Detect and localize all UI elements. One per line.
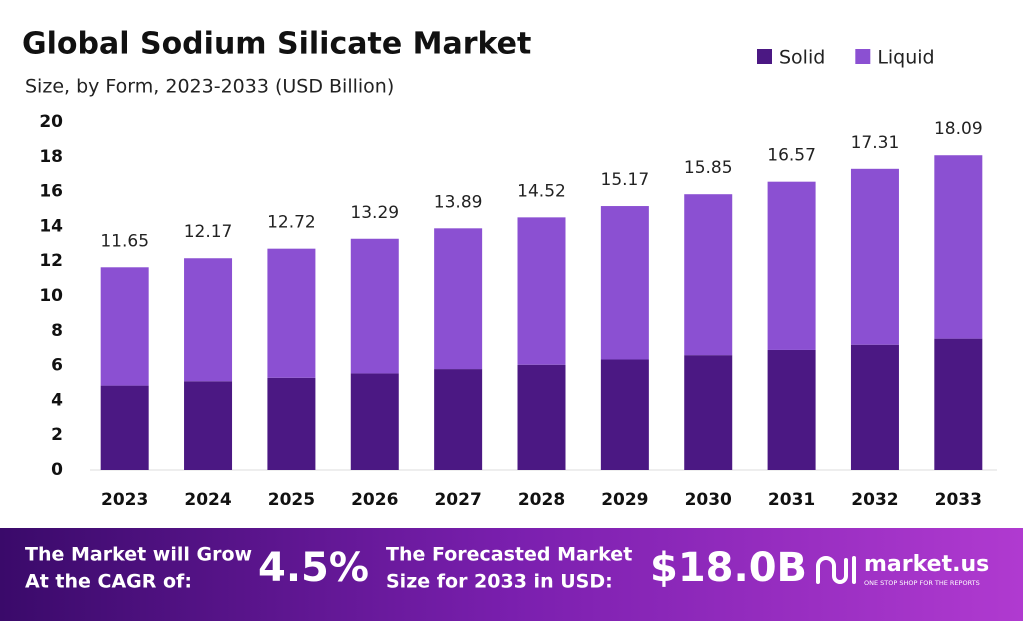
y-tick-label: 20 — [39, 112, 63, 132]
legend-swatch — [855, 49, 871, 64]
total-label: 12.72 — [267, 213, 316, 233]
chart-title: Global Sodium Silicate Market — [22, 27, 531, 62]
bar-segment — [600, 359, 649, 470]
total-label: 15.17 — [601, 170, 650, 190]
y-tick-label: 12 — [39, 251, 63, 271]
y-tick-label: 4 — [51, 390, 63, 410]
bar-segment — [184, 381, 233, 470]
brand-name: market.us — [864, 552, 989, 577]
bar-segment — [934, 338, 983, 470]
footer-text: Size for 2033 in USD: — [386, 571, 613, 593]
bar-segment — [934, 155, 983, 339]
y-tick-label: 8 — [51, 321, 63, 341]
y-tick-label: 2 — [51, 425, 63, 445]
x-tick-label: 2029 — [601, 490, 648, 510]
bar-segment — [184, 258, 233, 382]
legend-swatch — [757, 49, 772, 64]
bar-segment — [850, 344, 899, 470]
chart-subtitle: Size, by Form, 2023-2033 (USD Billion) — [25, 76, 394, 98]
total-label: 13.29 — [350, 203, 399, 223]
x-tick-label: 2031 — [768, 490, 815, 510]
bar-segment — [850, 168, 899, 345]
x-tick-label: 2026 — [351, 490, 398, 510]
x-tick-label: 2030 — [685, 490, 732, 510]
forecast-value: $18.0B — [650, 545, 807, 591]
footer-text: The Forecasted Market — [386, 544, 632, 566]
bar-segment — [767, 181, 816, 350]
footer-text: The Market will Grow — [25, 544, 252, 566]
brand-logo — [816, 556, 856, 584]
total-label: 12.17 — [184, 222, 233, 242]
y-tick-label: 6 — [51, 356, 63, 376]
bar-segment — [350, 238, 399, 374]
legend-label: Liquid — [877, 47, 934, 69]
y-tick-label: 14 — [39, 216, 63, 236]
x-tick-label: 2028 — [518, 490, 565, 510]
total-label: 13.89 — [434, 192, 483, 212]
total-label: 18.09 — [934, 119, 983, 139]
bar-segment — [350, 373, 399, 470]
brand-tagline: ONE STOP SHOP FOR THE REPORTS — [864, 579, 980, 587]
bar-segment — [434, 369, 483, 470]
y-tick-label: 16 — [39, 182, 63, 202]
bar-segment — [267, 377, 316, 470]
cagr-value: 4.5% — [258, 545, 369, 591]
x-tick-label: 2027 — [434, 490, 481, 510]
total-label: 15.85 — [684, 158, 733, 178]
bar-segment — [600, 206, 649, 360]
y-tick-label: 10 — [39, 286, 63, 306]
x-tick-label: 2032 — [851, 490, 898, 510]
bar-segment — [100, 385, 149, 470]
bar-segment — [684, 194, 733, 356]
total-label: 14.52 — [517, 181, 566, 201]
bar-segment — [434, 228, 483, 370]
bar-segment — [517, 364, 566, 470]
x-tick-label: 2023 — [101, 490, 148, 510]
x-tick-label: 2025 — [268, 490, 315, 510]
bar-segment — [100, 267, 149, 386]
y-tick-label: 0 — [51, 460, 63, 480]
bar-segment — [767, 349, 816, 470]
total-label: 11.65 — [100, 231, 149, 251]
bar-segment — [517, 217, 566, 365]
footer-text: At the CAGR of: — [25, 571, 192, 593]
x-tick-label: 2033 — [935, 490, 982, 510]
bar-segment — [684, 355, 733, 470]
legend-label: Solid — [779, 47, 825, 69]
bar-segment — [267, 248, 316, 378]
y-tick-label: 18 — [39, 147, 63, 167]
total-label: 17.31 — [851, 133, 900, 153]
x-tick-label: 2024 — [184, 490, 231, 510]
total-label: 16.57 — [767, 146, 816, 166]
